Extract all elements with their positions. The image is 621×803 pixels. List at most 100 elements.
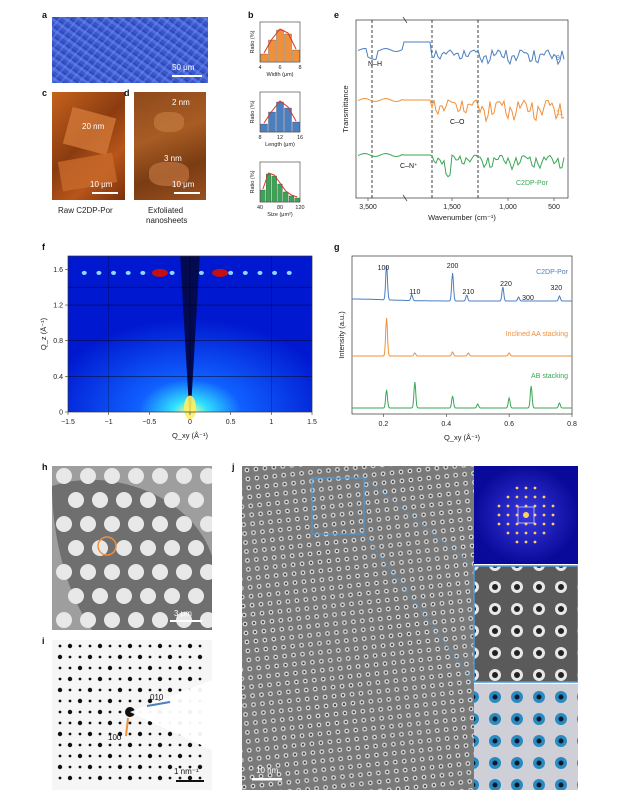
diffraction-spot [138,776,142,780]
diffraction-spot [98,765,102,769]
diffraction-spot [157,742,163,748]
diffraction-spot [88,677,92,681]
diffraction-spot [188,754,192,758]
diffraction-spot [97,643,103,649]
diffraction-spot [178,743,182,747]
diffraction-spot [58,754,62,758]
diffraction-spot [138,721,142,725]
pxrd-frame [351,255,573,415]
diffraction-spot [77,753,83,759]
panel-label-c: c [42,88,48,98]
histogram-tick-label: 12 [277,135,283,141]
thickness-label-d-bottom: 3 nm [164,154,182,163]
diffraction-spot [88,721,92,725]
giwaxs-x-tick-label: 1 [269,419,273,426]
diffraction-spot [78,743,82,747]
diffraction-spot [257,270,263,275]
diffraction-spot [168,743,172,747]
arrow-100 [125,717,129,737]
grid-hole [128,468,144,484]
diffraction-spot [198,270,204,275]
diffraction-spot [178,776,182,780]
grid-hole [92,588,108,604]
diffraction-spot [108,688,112,692]
diffraction-spot [148,655,152,659]
histogram-bar [260,53,268,63]
ftir-frame [355,19,569,199]
diffraction-spot [58,677,62,681]
grid-hole [176,564,192,580]
diffraction-spot [138,743,142,747]
grid-hole [164,588,180,604]
giwaxs-y-tick-label: 0.4 [53,374,63,381]
diffraction-spot [127,742,133,748]
fft-spot [506,522,510,526]
scale-label-j: 10 nm [256,766,279,775]
histogram-x-label: Size (μm²) [267,212,293,218]
grid-hole [56,468,72,484]
diffraction-spot [78,710,82,714]
diffraction-spot [98,666,102,670]
saed-pattern-i: 010 100 1 nm⁻¹ [52,640,212,790]
diffraction-spot [107,720,113,726]
diffraction-spot [78,776,82,780]
histogram-y-label: Ratio (%) [250,30,256,53]
histogram-bar [276,101,284,133]
diffraction-spot [77,720,83,726]
ftir-series-line [357,97,565,123]
caption-d-line2: nanosheets [146,216,188,225]
giwaxs-y-tick-label: 0.8 [53,338,63,345]
fft-spot [542,504,546,508]
scale-bar-i [176,780,204,782]
histogram-tick-label: 6 [278,65,281,71]
tem-grid-image-h: 3 μm [52,466,212,630]
giwaxs-y-label: Q_z (Å⁻¹) [40,317,48,350]
diffraction-spot [108,765,112,769]
diffraction-spot [188,655,192,659]
panel-label-a: a [42,10,48,20]
diffraction-spot [167,731,173,737]
fft-spot [524,486,528,490]
diffraction-spot [98,721,102,725]
grid-hole [56,612,72,628]
diffraction-spot [67,709,73,715]
diffraction-spot [58,699,62,703]
giwaxs-x-tick-label: 1.5 [307,419,317,426]
diffraction-spot [68,699,72,703]
diffraction-spot [147,665,153,671]
giwaxs-x-tick-label: −1 [105,419,113,426]
zoom-inset [473,565,578,683]
diffraction-spot [108,776,112,780]
fft-spot [533,540,537,544]
ftir-tick-label: 3,500 [359,204,377,211]
diffraction-spot [117,687,123,693]
grid-hole [164,492,180,508]
diffraction-spot [158,688,162,692]
ftir-series-label: C2DP-Por [516,180,549,187]
diffraction-spot [198,776,202,780]
scale-bar-d [174,192,200,194]
fft-spot [542,531,546,535]
grid-hole [68,540,84,556]
thickness-label-d-top: 2 nm [172,98,190,107]
histogram-tick-label: 8 [298,65,301,71]
diffraction-spot [178,688,182,692]
grid-hole [68,588,84,604]
ftir-chart-e: 9 11 C2DP-Por N–H C–O C–N⁺ 3,500 1,500 1,000 500 W… [341,16,569,222]
diffraction-spot [98,655,102,659]
fft-spot [551,522,555,526]
panel-label-g: g [334,242,340,252]
grid-hole [104,516,120,532]
pxrd-tick-label: 0.4 [441,421,451,428]
annotation-nh: N–H [368,61,382,68]
diffraction-spot [158,655,162,659]
diffraction-spot [138,666,142,670]
giwaxs-x-tick-label: −0.5 [142,419,156,426]
histogram-bar [260,189,266,203]
fft-spot [515,540,519,544]
histogram-tick-label: 80 [277,205,283,211]
arrow-010 [146,701,171,707]
diffraction-spot [127,676,133,682]
axis-break [402,16,408,24]
diffraction-spot [87,731,93,737]
